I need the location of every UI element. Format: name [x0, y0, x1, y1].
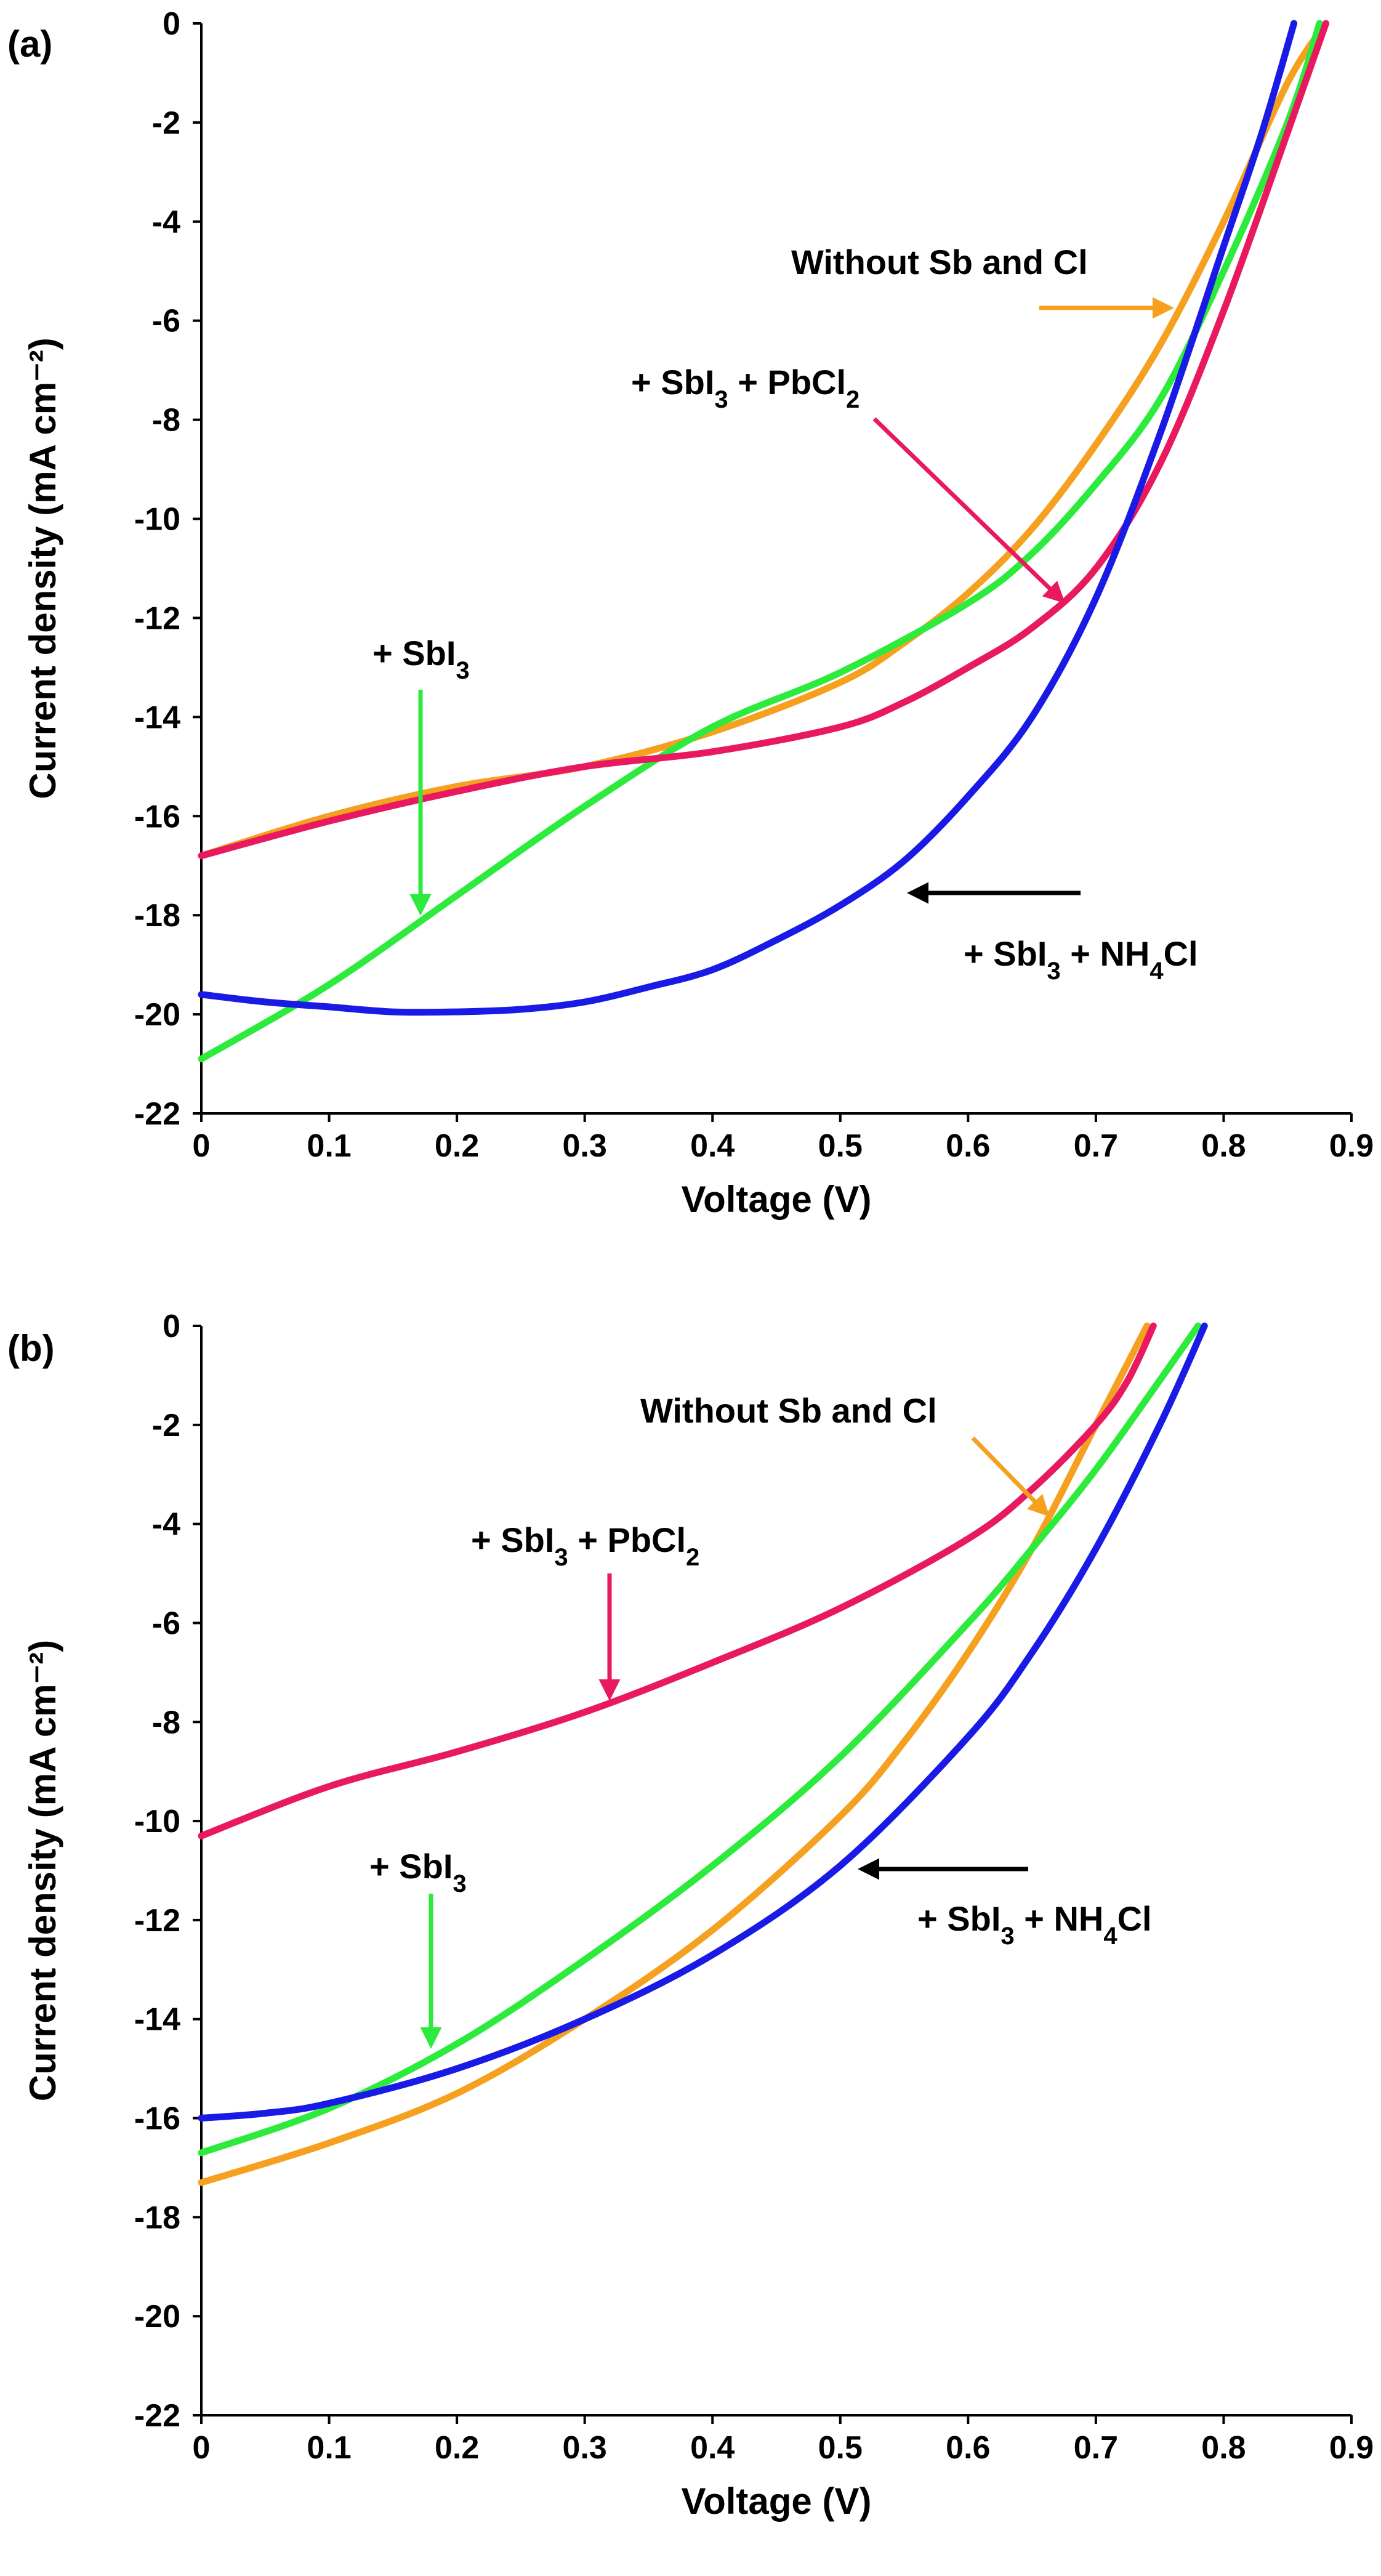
x-tick-label: 0.3	[563, 2430, 607, 2466]
y-tick-label: -22	[134, 1096, 180, 1132]
x-tick-label: 0.7	[1074, 2430, 1118, 2466]
annotation-without-sb-and-cl: Without Sb and Cl	[640, 1391, 937, 1430]
y-tick-label: -20	[134, 2299, 180, 2335]
x-tick-label: 0	[193, 1128, 211, 1164]
x-tick-label: 0.6	[946, 2430, 990, 2466]
series-line-without-sb-and-cl	[198, 1322, 1151, 2186]
y-tick-label: -14	[134, 700, 180, 735]
x-tick-label: 0.6	[946, 1128, 990, 1164]
y-tick-label: -22	[134, 2398, 180, 2434]
y-tick-label: 0	[163, 1309, 180, 1344]
y-tick-label: -4	[152, 1507, 180, 1543]
panel-b: 0 -2 -4 -6 -8 -10 -12 -14 -16 -18 -20 -22 0 0.1 0.2 0.3…	[7, 1309, 1374, 2522]
y-tick-label: -16	[134, 799, 180, 834]
x-axis-title: Voltage (V)	[682, 1179, 872, 1220]
panel-label: (b)	[7, 1328, 55, 1369]
arrow-without-sb-and-cl	[971, 1436, 1050, 1517]
series-line-sbi3-pbcl2	[198, 1322, 1157, 1839]
series-line-sbi3	[198, 1322, 1202, 2157]
annotation-sbi3-pbcl2: + SbI3 + PbCl2	[631, 363, 860, 413]
series-line-sbi3	[198, 20, 1323, 1062]
y-tick-label: -18	[134, 2200, 180, 2235]
x-tick-label: 0.2	[435, 1128, 479, 1164]
y-tick-label: -10	[134, 502, 180, 538]
y-tick-label: 0	[163, 6, 180, 42]
series-line-sbi3-pbcl2	[198, 20, 1329, 860]
x-tick-label: 0.1	[307, 1128, 351, 1164]
x-tick-label: 0.7	[1074, 1128, 1118, 1164]
x-tick-label: 0.5	[818, 1128, 863, 1164]
y-axis-title: Current density (mA cm⁻²)	[22, 1640, 63, 2102]
x-tick-label: 0.2	[435, 2430, 479, 2466]
y-tick-label: -20	[134, 997, 180, 1033]
x-tick-label: 0.9	[1329, 2430, 1374, 2466]
arrow-sbi3-pbcl2	[872, 417, 1066, 604]
y-tick-label: -8	[152, 1705, 180, 1740]
y-tick-label: -2	[152, 1408, 180, 1443]
x-axis-title: Voltage (V)	[682, 2481, 872, 2522]
y-tick-label: -6	[152, 1605, 180, 1641]
y-tick-label: -4	[152, 204, 180, 240]
panel-label: (a)	[7, 23, 52, 65]
x-tick-label: 0.8	[1201, 1128, 1246, 1164]
annotation-sbi3-nh4cl: + SbI3 + NH4Cl	[964, 934, 1198, 985]
y-axis-title: Current density (mA cm⁻²)	[22, 337, 63, 799]
x-tick-label: 0.1	[307, 2430, 351, 2466]
x-tick-label: 0.9	[1329, 1128, 1374, 1164]
y-tick-label: -18	[134, 898, 180, 934]
y-tick-label: -14	[134, 2002, 180, 2038]
x-tick-label: 0.4	[690, 1128, 735, 1164]
x-tick-label: 0.5	[818, 2430, 863, 2466]
x-tick-label: 0.4	[690, 2430, 735, 2466]
y-tick-label: -10	[134, 1804, 180, 1839]
y-tick-label: -6	[152, 304, 180, 339]
x-tick-label: 0.8	[1201, 2430, 1246, 2466]
panel-a: 0 -2 -4 -6 -8 -10 -12 -14 -16 -18 -20 -22 0 0.1 0.2 0.3…	[7, 6, 1374, 1220]
y-tick-label: -12	[134, 600, 180, 636]
annotation-sbi3: + SbI3	[369, 1847, 467, 1897]
y-tick-label: -8	[152, 403, 180, 438]
y-tick-label: -16	[134, 2101, 180, 2137]
annotation-sbi3-nh4cl: + SbI3 + NH4Cl	[917, 1899, 1152, 1950]
series-line-sbi3-nh4cl	[198, 20, 1298, 1016]
annotation-sbi3: + SbI3	[372, 634, 470, 684]
y-tick-label: -12	[134, 1903, 180, 1939]
series-line-sbi3-nh4cl	[198, 1322, 1208, 2122]
annotation-sbi3-pbcl2: + SbI3 + PbCl2	[471, 1520, 699, 1571]
annotation-without-sb-and-cl: Without Sb and Cl	[791, 243, 1088, 281]
x-tick-label: 0.3	[563, 1128, 607, 1164]
x-tick-label: 0	[193, 2430, 211, 2466]
y-tick-label: -2	[152, 105, 180, 141]
